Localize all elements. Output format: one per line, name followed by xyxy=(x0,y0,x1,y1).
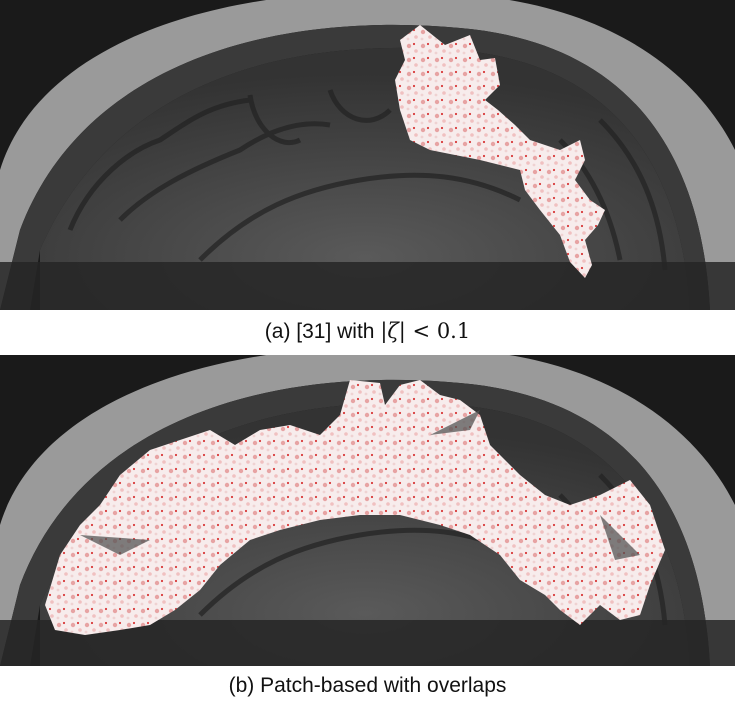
caption-a-zeta: |ζ| xyxy=(380,319,406,343)
gyri-lines-a xyxy=(67,89,668,271)
caption-a: (a) [31] with |ζ| < 0.1 xyxy=(0,314,735,348)
overlay-region-a xyxy=(395,25,605,278)
caption-b: (b) Patch-based with overlaps xyxy=(228,674,507,697)
mri-panel-b xyxy=(0,355,735,666)
mri-image-a xyxy=(0,0,735,310)
mri-panel-a xyxy=(0,0,735,310)
caption-a-threshold: 0.1 xyxy=(436,319,471,343)
mri-image-b xyxy=(0,355,735,666)
overlay-region-b xyxy=(45,380,665,635)
caption-a-prefix: (a) [31] with xyxy=(264,320,381,343)
caption-a-rel: < xyxy=(405,319,437,343)
